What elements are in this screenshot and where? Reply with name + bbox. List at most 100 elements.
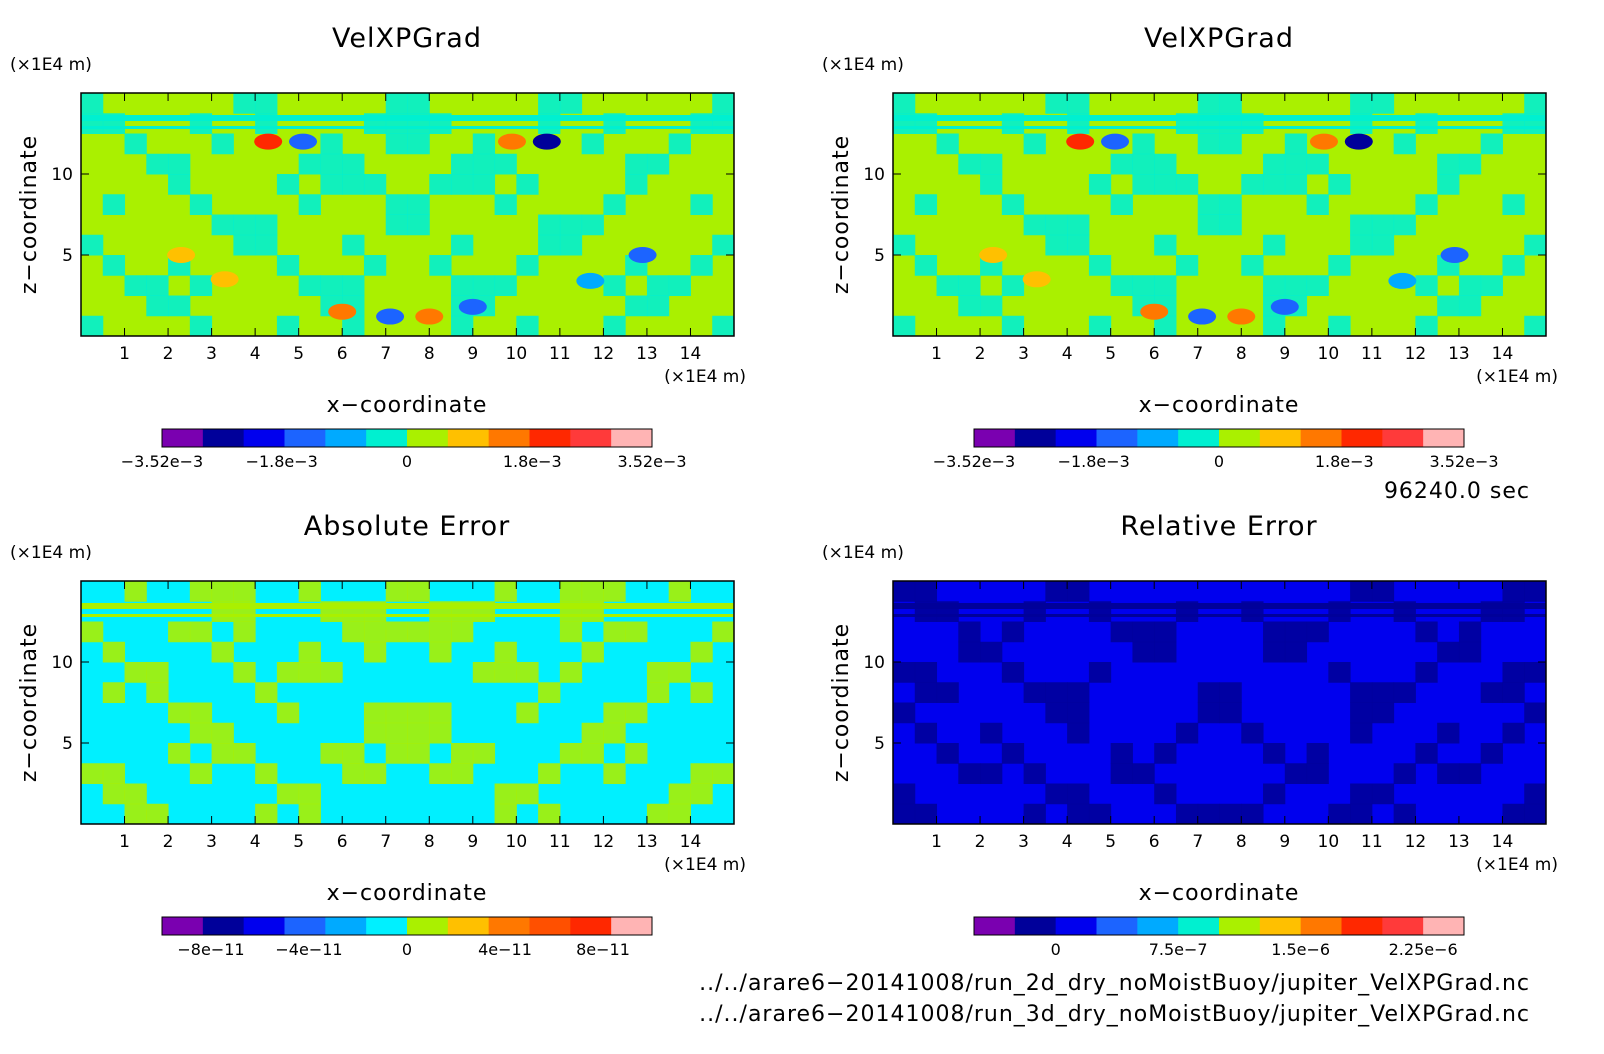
x-tick-label: 3 bbox=[206, 344, 217, 364]
field-patch bbox=[516, 702, 539, 724]
colorbar-swatch bbox=[1137, 429, 1179, 447]
field-patch bbox=[1284, 174, 1308, 195]
field-patch bbox=[276, 255, 300, 276]
field-patch bbox=[276, 702, 300, 724]
field-patch bbox=[189, 315, 213, 337]
field-patch bbox=[342, 763, 365, 784]
field-patch bbox=[1415, 194, 1438, 215]
field-patch bbox=[1219, 133, 1242, 155]
field-patch bbox=[538, 234, 561, 256]
field-patch bbox=[342, 743, 365, 764]
x-axis-label: x−coordinate bbox=[327, 881, 488, 906]
field-patch bbox=[494, 662, 517, 683]
field-patch bbox=[668, 783, 691, 805]
field-patch bbox=[146, 295, 169, 317]
field-patch bbox=[958, 153, 981, 175]
field-patch bbox=[1371, 93, 1395, 114]
field-patch bbox=[1110, 743, 1133, 764]
field-patch bbox=[603, 315, 626, 337]
field-patch bbox=[538, 803, 561, 825]
field-patch bbox=[211, 133, 234, 155]
colorbar-swatch bbox=[447, 917, 490, 935]
field-patch bbox=[429, 763, 452, 784]
colorbar-frame bbox=[973, 428, 1465, 448]
field-patch bbox=[668, 581, 691, 602]
field-patch bbox=[1067, 682, 1090, 703]
field-patch bbox=[1480, 133, 1503, 155]
field-patch bbox=[1001, 275, 1025, 296]
file-path-1: ../../arare6−20141008/run_2d_dry_noMoist… bbox=[699, 971, 1530, 996]
x-tick-label: 12 bbox=[1405, 344, 1427, 364]
field-patch bbox=[936, 682, 959, 703]
extremum-blob bbox=[210, 271, 239, 288]
field-patch bbox=[298, 803, 321, 825]
field-patch bbox=[581, 722, 604, 744]
field-patch bbox=[1524, 783, 1547, 805]
colorbar-label: 0 bbox=[402, 452, 412, 471]
x-tick-label: 10 bbox=[1318, 832, 1340, 852]
x-tick-label: 7 bbox=[1192, 832, 1203, 852]
field-patch bbox=[1132, 621, 1155, 643]
field-patch bbox=[581, 133, 604, 155]
x-unit-label: (×1E4 m) bbox=[1476, 367, 1558, 387]
extremum-blob bbox=[1270, 298, 1299, 315]
field-patch bbox=[1045, 93, 1068, 114]
field-patch bbox=[81, 621, 104, 643]
z-axis-label: z−coordinate bbox=[829, 623, 854, 782]
field-patch bbox=[298, 641, 321, 663]
extremum-blob bbox=[415, 308, 444, 325]
field-patch bbox=[1197, 702, 1220, 724]
field-patch bbox=[102, 682, 126, 703]
field-patch bbox=[255, 803, 278, 825]
extremum-blob bbox=[497, 133, 526, 150]
field-patch bbox=[958, 275, 981, 296]
extremum-blob bbox=[532, 133, 561, 150]
field-patch bbox=[1437, 174, 1460, 195]
colorbar-swatch bbox=[1219, 429, 1261, 447]
field-patch bbox=[712, 763, 735, 784]
x-tick-label: 1 bbox=[931, 344, 942, 364]
chart-title: VelXPGrad bbox=[1144, 23, 1294, 54]
field-patch bbox=[342, 174, 365, 195]
extremum-blob bbox=[1101, 133, 1130, 150]
field-patch bbox=[102, 783, 126, 805]
extremum-blob bbox=[376, 308, 405, 325]
field-patch bbox=[1023, 133, 1046, 155]
x-tick-label: 7 bbox=[1192, 344, 1203, 364]
field-patch bbox=[472, 743, 496, 764]
field-patches bbox=[81, 581, 735, 825]
field-patch bbox=[1350, 702, 1373, 724]
field-patch bbox=[211, 743, 234, 764]
x-tick-label: 13 bbox=[1448, 832, 1470, 852]
field-patch bbox=[102, 641, 126, 663]
field-patch bbox=[1110, 194, 1133, 215]
field-patch bbox=[1480, 275, 1503, 296]
field-patch bbox=[1524, 234, 1547, 256]
extremum-blob bbox=[1140, 303, 1169, 320]
upper-band bbox=[81, 115, 734, 121]
field-patch bbox=[625, 153, 648, 175]
field-patch bbox=[1045, 234, 1068, 256]
colorbar-swatch bbox=[1014, 429, 1057, 447]
x-tick-label: 3 bbox=[1018, 832, 1029, 852]
field-patch bbox=[146, 803, 169, 825]
colorbar-swatch bbox=[488, 917, 530, 935]
colorbar-label: 8e−11 bbox=[576, 940, 630, 959]
field-patch bbox=[429, 174, 452, 195]
field-patch bbox=[1175, 174, 1199, 195]
field-patch bbox=[363, 722, 387, 744]
field-patch bbox=[1502, 255, 1525, 276]
field-patch bbox=[168, 702, 191, 724]
field-patch bbox=[1001, 662, 1025, 683]
field-patch bbox=[494, 581, 517, 602]
field-patch bbox=[1284, 133, 1308, 155]
plot-frame bbox=[892, 92, 1547, 337]
field-patch bbox=[385, 93, 408, 114]
field-patch bbox=[1241, 255, 1264, 276]
x-axis-label: x−coordinate bbox=[1139, 881, 1300, 906]
field-patch bbox=[168, 743, 191, 764]
field-patch bbox=[712, 93, 735, 114]
field-patch bbox=[668, 275, 691, 296]
field-patch bbox=[494, 803, 517, 825]
